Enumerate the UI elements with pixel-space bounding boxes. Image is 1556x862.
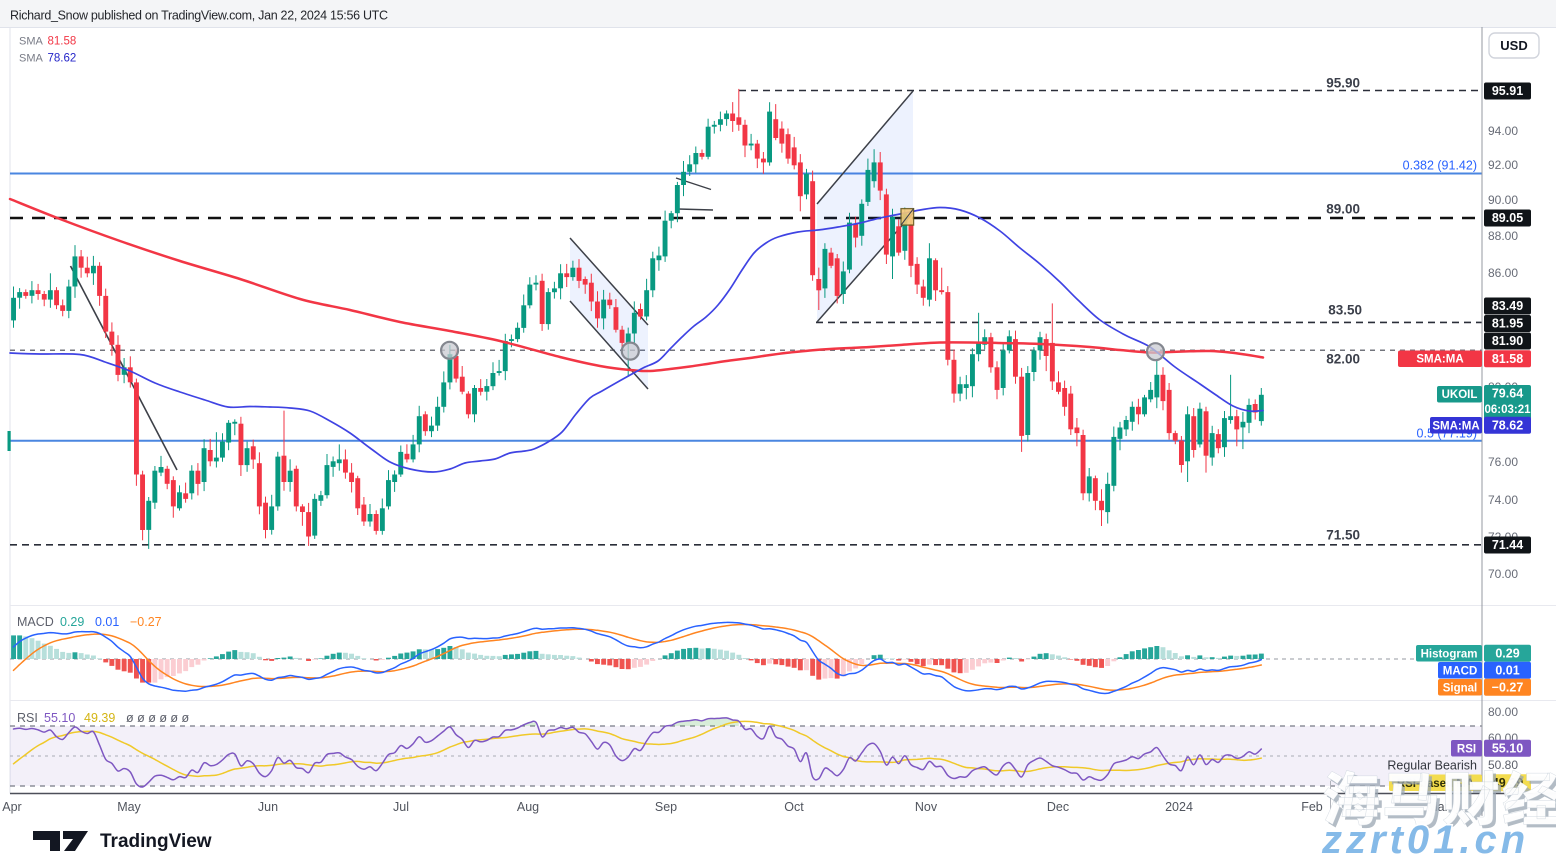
svg-text:95.91: 95.91 — [1492, 84, 1523, 98]
svg-text:SMA:MA: SMA:MA — [1432, 420, 1479, 432]
svg-text:Nov: Nov — [915, 800, 938, 814]
svg-text:55.10: 55.10 — [1492, 742, 1523, 756]
svg-text:SMA: SMA — [19, 53, 44, 65]
svg-text:Aug: Aug — [517, 800, 539, 814]
svg-text:78.62: 78.62 — [1492, 419, 1523, 433]
svg-text:0.29: 0.29 — [60, 615, 84, 629]
svg-text:83.49: 83.49 — [1492, 299, 1523, 313]
svg-text:May: May — [117, 800, 141, 814]
svg-text:06:03:21: 06:03:21 — [1484, 404, 1531, 416]
svg-text:0.01: 0.01 — [1495, 664, 1519, 678]
svg-text:49.39: 49.39 — [84, 711, 115, 725]
svg-text:Jun: Jun — [258, 800, 278, 814]
svg-text:UKOIL: UKOIL — [1442, 389, 1478, 401]
svg-text:80.00: 80.00 — [1488, 705, 1518, 719]
svg-text:81.95: 81.95 — [1492, 317, 1523, 331]
svg-text:Histogram: Histogram — [1421, 648, 1478, 660]
svg-text:SMA:MA: SMA:MA — [1416, 354, 1463, 366]
svg-text:−0.27: −0.27 — [1492, 681, 1524, 695]
svg-text:82.00: 82.00 — [1326, 352, 1360, 367]
svg-text:89.00: 89.00 — [1326, 202, 1360, 217]
svg-text:2024: 2024 — [1165, 800, 1193, 814]
svg-text:Dec: Dec — [1047, 800, 1069, 814]
svg-text:70.00: 70.00 — [1488, 567, 1518, 581]
svg-text:zzrt01.cn: zzrt01.cn — [1321, 818, 1529, 857]
svg-text:−0.27: −0.27 — [130, 615, 162, 629]
svg-text:Oct: Oct — [784, 800, 804, 814]
svg-text:USD: USD — [1500, 38, 1527, 53]
svg-text:MACD: MACD — [17, 615, 54, 629]
svg-text:71.50: 71.50 — [1326, 528, 1360, 543]
svg-text:81.90: 81.90 — [1492, 334, 1523, 348]
svg-text:Feb: Feb — [1301, 800, 1323, 814]
svg-text:89.05: 89.05 — [1492, 211, 1523, 225]
svg-text:78.62: 78.62 — [48, 53, 77, 65]
svg-text:90.00: 90.00 — [1488, 193, 1518, 207]
svg-text:0.01: 0.01 — [95, 615, 119, 629]
svg-text:88.00: 88.00 — [1488, 229, 1518, 243]
svg-text:71.44: 71.44 — [1492, 538, 1523, 552]
svg-text:Regular Bearish: Regular Bearish — [1387, 759, 1477, 773]
svg-text:0.29: 0.29 — [1495, 647, 1519, 661]
svg-text:Richard_Snow published on Trad: Richard_Snow published on TradingView.co… — [10, 9, 388, 23]
svg-text:95.90: 95.90 — [1326, 76, 1360, 91]
svg-text:50.80: 50.80 — [1488, 758, 1518, 772]
svg-text:Apr: Apr — [2, 800, 21, 814]
svg-text:79.64: 79.64 — [1492, 387, 1523, 401]
svg-text:94.00: 94.00 — [1488, 124, 1518, 138]
svg-text:55.10: 55.10 — [44, 711, 75, 725]
svg-text:SMA: SMA — [19, 36, 44, 48]
svg-text:86.00: 86.00 — [1488, 266, 1518, 280]
svg-text:ø ø ø ø ø ø: ø ø ø ø ø ø — [126, 711, 190, 725]
svg-text:Sep: Sep — [655, 800, 677, 814]
svg-text:MACD: MACD — [1443, 665, 1478, 677]
svg-text:0.382 (91.42): 0.382 (91.42) — [1403, 159, 1477, 173]
svg-text:81.58: 81.58 — [1492, 352, 1523, 366]
svg-text:Signal: Signal — [1443, 682, 1478, 694]
svg-text:Jul: Jul — [393, 800, 409, 814]
svg-text:TradingView: TradingView — [100, 831, 212, 852]
svg-text:83.50: 83.50 — [1328, 303, 1362, 318]
svg-text:74.00: 74.00 — [1488, 493, 1518, 507]
svg-text:RSI: RSI — [17, 711, 38, 725]
svg-text:92.00: 92.00 — [1488, 158, 1518, 172]
svg-text:76.00: 76.00 — [1488, 455, 1518, 469]
svg-text:81.58: 81.58 — [48, 36, 77, 48]
svg-text:RSI: RSI — [1457, 743, 1476, 755]
